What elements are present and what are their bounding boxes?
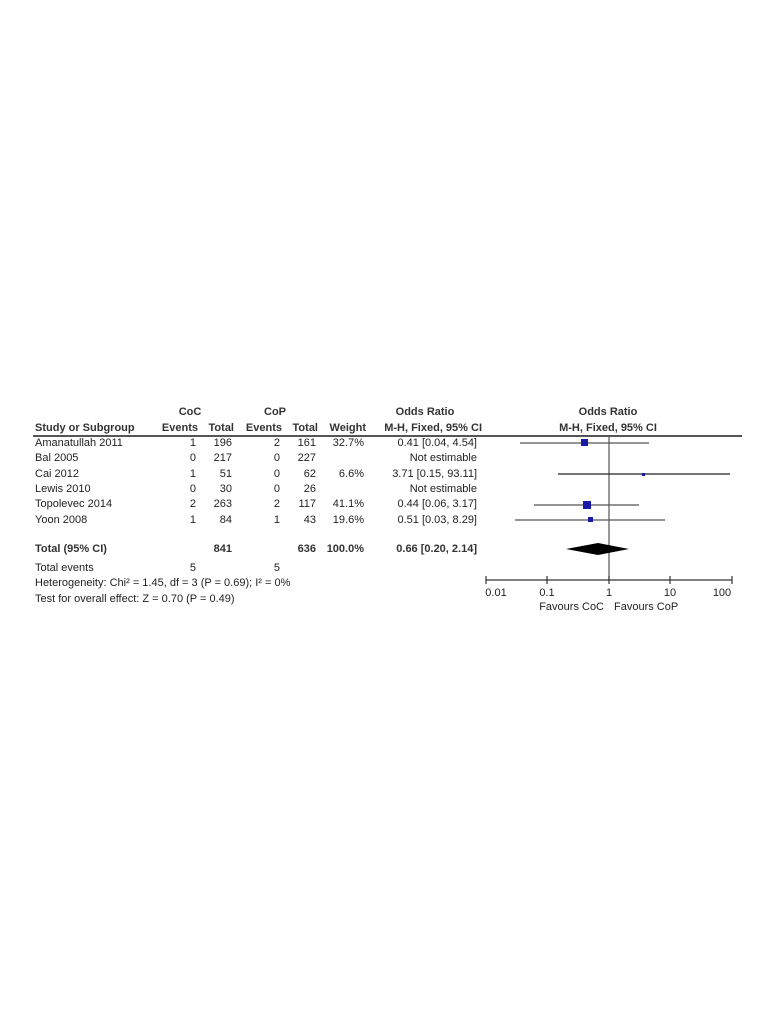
weight: 41.1% [332,498,364,510]
group2-events: 2 [273,437,280,449]
x-tick-label: 100 [712,587,732,599]
group1-total: 84 [219,514,232,526]
group2-total: 117 [298,498,316,510]
group2-total-events: 5 [273,562,280,574]
group2-total: 62 [303,468,316,480]
group1-total: 263 [213,498,232,510]
total-events-label: Total events [35,562,94,574]
pooled-or-value: 0.66 [0.20, 2.14] [396,543,477,555]
study-name: Topolevec 2014 [35,498,113,510]
group2-total: 43 [303,514,316,526]
or-value: 0.41 [0.04, 4.54] [397,437,477,449]
group1-events: 1 [189,468,196,480]
group1-total-header: Total [208,422,234,434]
group2-total: 161 [297,437,316,449]
or-value: 0.51 [0.03, 8.29] [397,514,477,526]
study-marker [558,473,730,476]
study-name: Bal 2005 [35,452,79,464]
group2-events-header: Events [245,422,282,434]
or-value: Not estimable [409,483,477,495]
study-marker [520,439,649,446]
weight: 19.6% [332,514,364,526]
x-tick-label: 0.1 [539,587,555,599]
group1-total: 30 [219,483,232,495]
study-marker [515,517,665,522]
total-label: Total (95% CI) [35,543,107,555]
group1-events: 1 [189,514,196,526]
or-column-title: Odds Ratio [395,406,455,418]
study-name: Yoon 2008 [35,514,88,526]
header-rule [33,435,742,437]
study-name: Lewis 2010 [35,483,91,495]
plot-subtitle: M-H, Fixed, 95% CI [559,422,657,434]
group1-total-events: 5 [189,562,196,574]
group1-total: 196 [213,437,232,449]
group1-events-header: Events [161,422,198,434]
study-name: Amanatullah 2011 [35,437,123,449]
plot-title: Odds Ratio [578,406,638,418]
x-axis [485,576,733,584]
study-marker [534,501,639,509]
or-value: 3.71 [0.15, 93.11] [392,468,477,480]
pooled-diamond [566,543,629,555]
group2-total: 26 [303,483,316,495]
group2-total: 227 [297,452,316,464]
total-weight: 100.0% [326,543,364,555]
group2-events: 0 [273,452,280,464]
favours-right-label: Favours CoP [614,601,679,613]
weight-header: Weight [329,422,366,434]
or-value: Not estimable [409,452,477,464]
x-tick-label: 10 [663,587,677,599]
group1-events: 0 [189,483,196,495]
or-value: 0.44 [0.06, 3.17] [397,498,477,510]
heterogeneity-text: Heterogeneity: Chi² = 1.45, df = 3 (P = … [35,577,291,589]
group1-total-n: 841 [213,543,232,555]
group1-total: 217 [213,452,232,464]
weight: 32.7% [332,437,364,449]
weight: 6.6% [338,468,364,480]
x-tick-label: 0.01 [485,587,507,599]
study-column-header: Study or Subgroup [35,422,135,434]
group2-events: 2 [273,498,280,510]
group1-total: 51 [219,468,232,480]
or-column-subtitle: M-H, Fixed, 95% CI [384,422,482,434]
group2-events: 0 [273,468,280,480]
group2-total-header: Total [292,422,318,434]
group1-events: 1 [189,437,196,449]
group1-header: CoC [178,406,202,418]
group2-header: CoP [264,406,286,418]
group2-events: 1 [273,514,280,526]
group1-events: 0 [189,452,196,464]
favours-left-label: Favours CoC [539,601,604,613]
study-name: Cai 2012 [35,468,80,480]
overall-effect-text: Test for overall effect: Z = 0.70 (P = 0… [35,593,235,605]
group1-events: 2 [189,498,196,510]
x-tick-label: 1 [605,587,613,599]
group2-events: 0 [273,483,280,495]
group2-total-n: 636 [297,543,316,555]
